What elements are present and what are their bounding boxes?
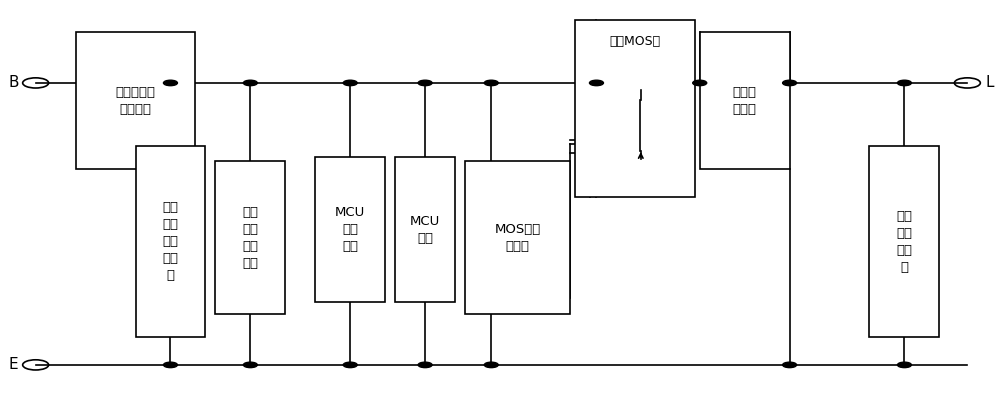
Bar bbox=[136, 145, 205, 338]
Circle shape bbox=[243, 362, 257, 367]
Text: 输入
电压
采样
回路: 输入 电压 采样 回路 bbox=[242, 206, 258, 270]
Text: E: E bbox=[9, 357, 18, 373]
Text: 电流采
样回路: 电流采 样回路 bbox=[733, 86, 757, 116]
Circle shape bbox=[693, 80, 707, 86]
Circle shape bbox=[589, 80, 603, 86]
Circle shape bbox=[163, 80, 177, 86]
Circle shape bbox=[243, 80, 257, 86]
Bar bbox=[215, 161, 285, 314]
Circle shape bbox=[897, 80, 911, 86]
Circle shape bbox=[343, 80, 357, 86]
Circle shape bbox=[163, 362, 177, 367]
Bar bbox=[395, 157, 455, 302]
Bar bbox=[869, 145, 939, 338]
Text: L: L bbox=[985, 75, 994, 90]
Text: MOS管驱
动回路: MOS管驱 动回路 bbox=[494, 222, 541, 253]
Circle shape bbox=[343, 362, 357, 367]
Text: 输出
抗干
扰回
路: 输出 抗干 扰回 路 bbox=[896, 209, 912, 274]
Circle shape bbox=[418, 362, 432, 367]
Text: 输入
滤波
抗干
扰回
路: 输入 滤波 抗干 扰回 路 bbox=[162, 201, 178, 282]
Bar bbox=[76, 32, 195, 169]
Circle shape bbox=[783, 80, 797, 86]
Circle shape bbox=[897, 362, 911, 367]
Bar bbox=[700, 32, 790, 169]
Text: MCU
电源
回路: MCU 电源 回路 bbox=[335, 206, 365, 253]
Circle shape bbox=[783, 362, 797, 367]
Circle shape bbox=[484, 362, 498, 367]
Circle shape bbox=[418, 80, 432, 86]
Text: 电源输入防
反接回路: 电源输入防 反接回路 bbox=[116, 86, 156, 116]
Bar bbox=[465, 161, 570, 314]
Circle shape bbox=[484, 80, 498, 86]
Bar bbox=[315, 157, 385, 302]
Text: 开关MOS管: 开关MOS管 bbox=[609, 35, 660, 48]
Text: MCU
回路: MCU 回路 bbox=[410, 215, 440, 245]
Text: B: B bbox=[8, 75, 19, 90]
Bar bbox=[575, 20, 695, 196]
